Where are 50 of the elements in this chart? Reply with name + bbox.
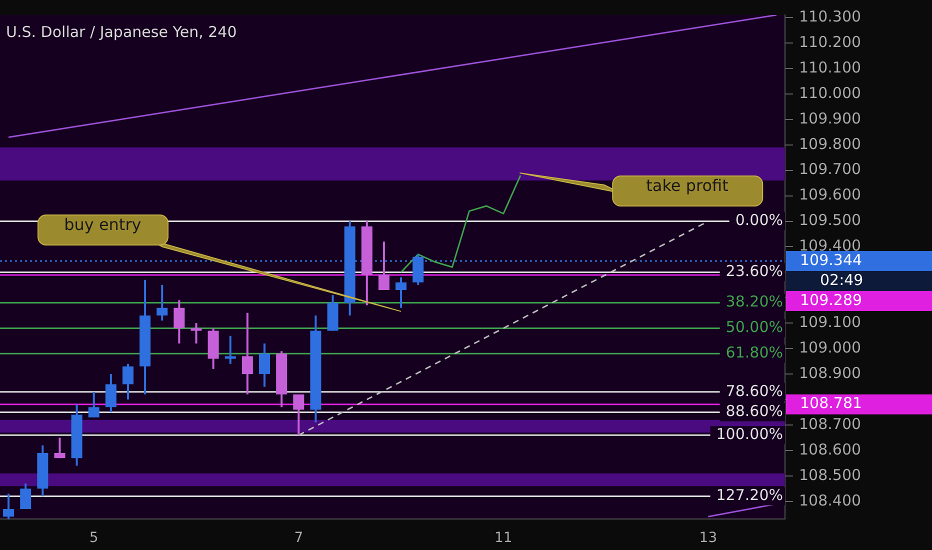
annotation: 88.60% <box>726 402 783 420</box>
annotation: 23.60% <box>726 262 783 280</box>
candlestick <box>224 334 236 365</box>
annotation: 127.20% <box>716 486 783 504</box>
annotation: 78.60% <box>726 382 783 400</box>
candlestick <box>20 482 32 510</box>
y-tick-label: 109.900 <box>799 109 862 128</box>
y-tick-label: 110.100 <box>799 58 862 76</box>
candlestick <box>242 312 253 396</box>
candlestick <box>122 362 134 401</box>
y-tick-label: 110.000 <box>799 84 862 102</box>
candlestick <box>54 436 66 460</box>
candlestick <box>105 373 116 414</box>
candlestick <box>396 276 407 309</box>
x-tick-label: 7 <box>294 530 304 546</box>
text: U.S. Dollar / Japanese Yen, 240 <box>6 22 237 41</box>
annotation: 50.00% <box>726 318 783 336</box>
candlestick <box>190 322 202 344</box>
candlestick <box>156 284 168 322</box>
x-tick-label: 11 <box>494 530 512 546</box>
annotation: 100.00% <box>716 425 783 444</box>
annotation: 0.00% <box>735 211 783 230</box>
y-tick-label: 110.300 <box>799 7 862 26</box>
annotation: 61.80% <box>726 344 783 362</box>
y-tick-label: 109.800 <box>799 134 862 153</box>
annotation: take profit <box>612 176 762 206</box>
x-tick-label: 13 <box>699 530 718 546</box>
y-tick-label: 108.900 <box>799 364 862 382</box>
y-tick-label: 109.100 <box>799 313 862 332</box>
candlestick <box>174 299 185 344</box>
candlestick <box>378 240 390 292</box>
ref-line-label: 108.781 <box>800 394 862 412</box>
y-tick-label: 108.600 <box>799 440 862 458</box>
ref-line-label: 109.289 <box>800 290 862 309</box>
annotation: buy entry <box>38 214 168 245</box>
y-tick-label: 108.500 <box>799 466 862 484</box>
y-tick-label: 109.000 <box>799 338 862 356</box>
annotation: 38.20% <box>726 292 783 311</box>
text: 02:49 <box>820 270 864 289</box>
y-tick-label: 109.500 <box>799 211 862 230</box>
candlestick <box>293 393 304 436</box>
x-tick-label: 5 <box>89 530 98 546</box>
candlestick <box>3 492 14 520</box>
candlestick <box>259 342 270 388</box>
y-tick-label: 109.600 <box>799 186 862 204</box>
y-tick-label: 109.700 <box>799 160 862 178</box>
y-tick-label: 108.400 <box>799 491 862 510</box>
candlestick <box>88 390 100 418</box>
y-tick-label: 108.700 <box>799 414 862 433</box>
y-tick-label: 110.200 <box>799 32 862 51</box>
